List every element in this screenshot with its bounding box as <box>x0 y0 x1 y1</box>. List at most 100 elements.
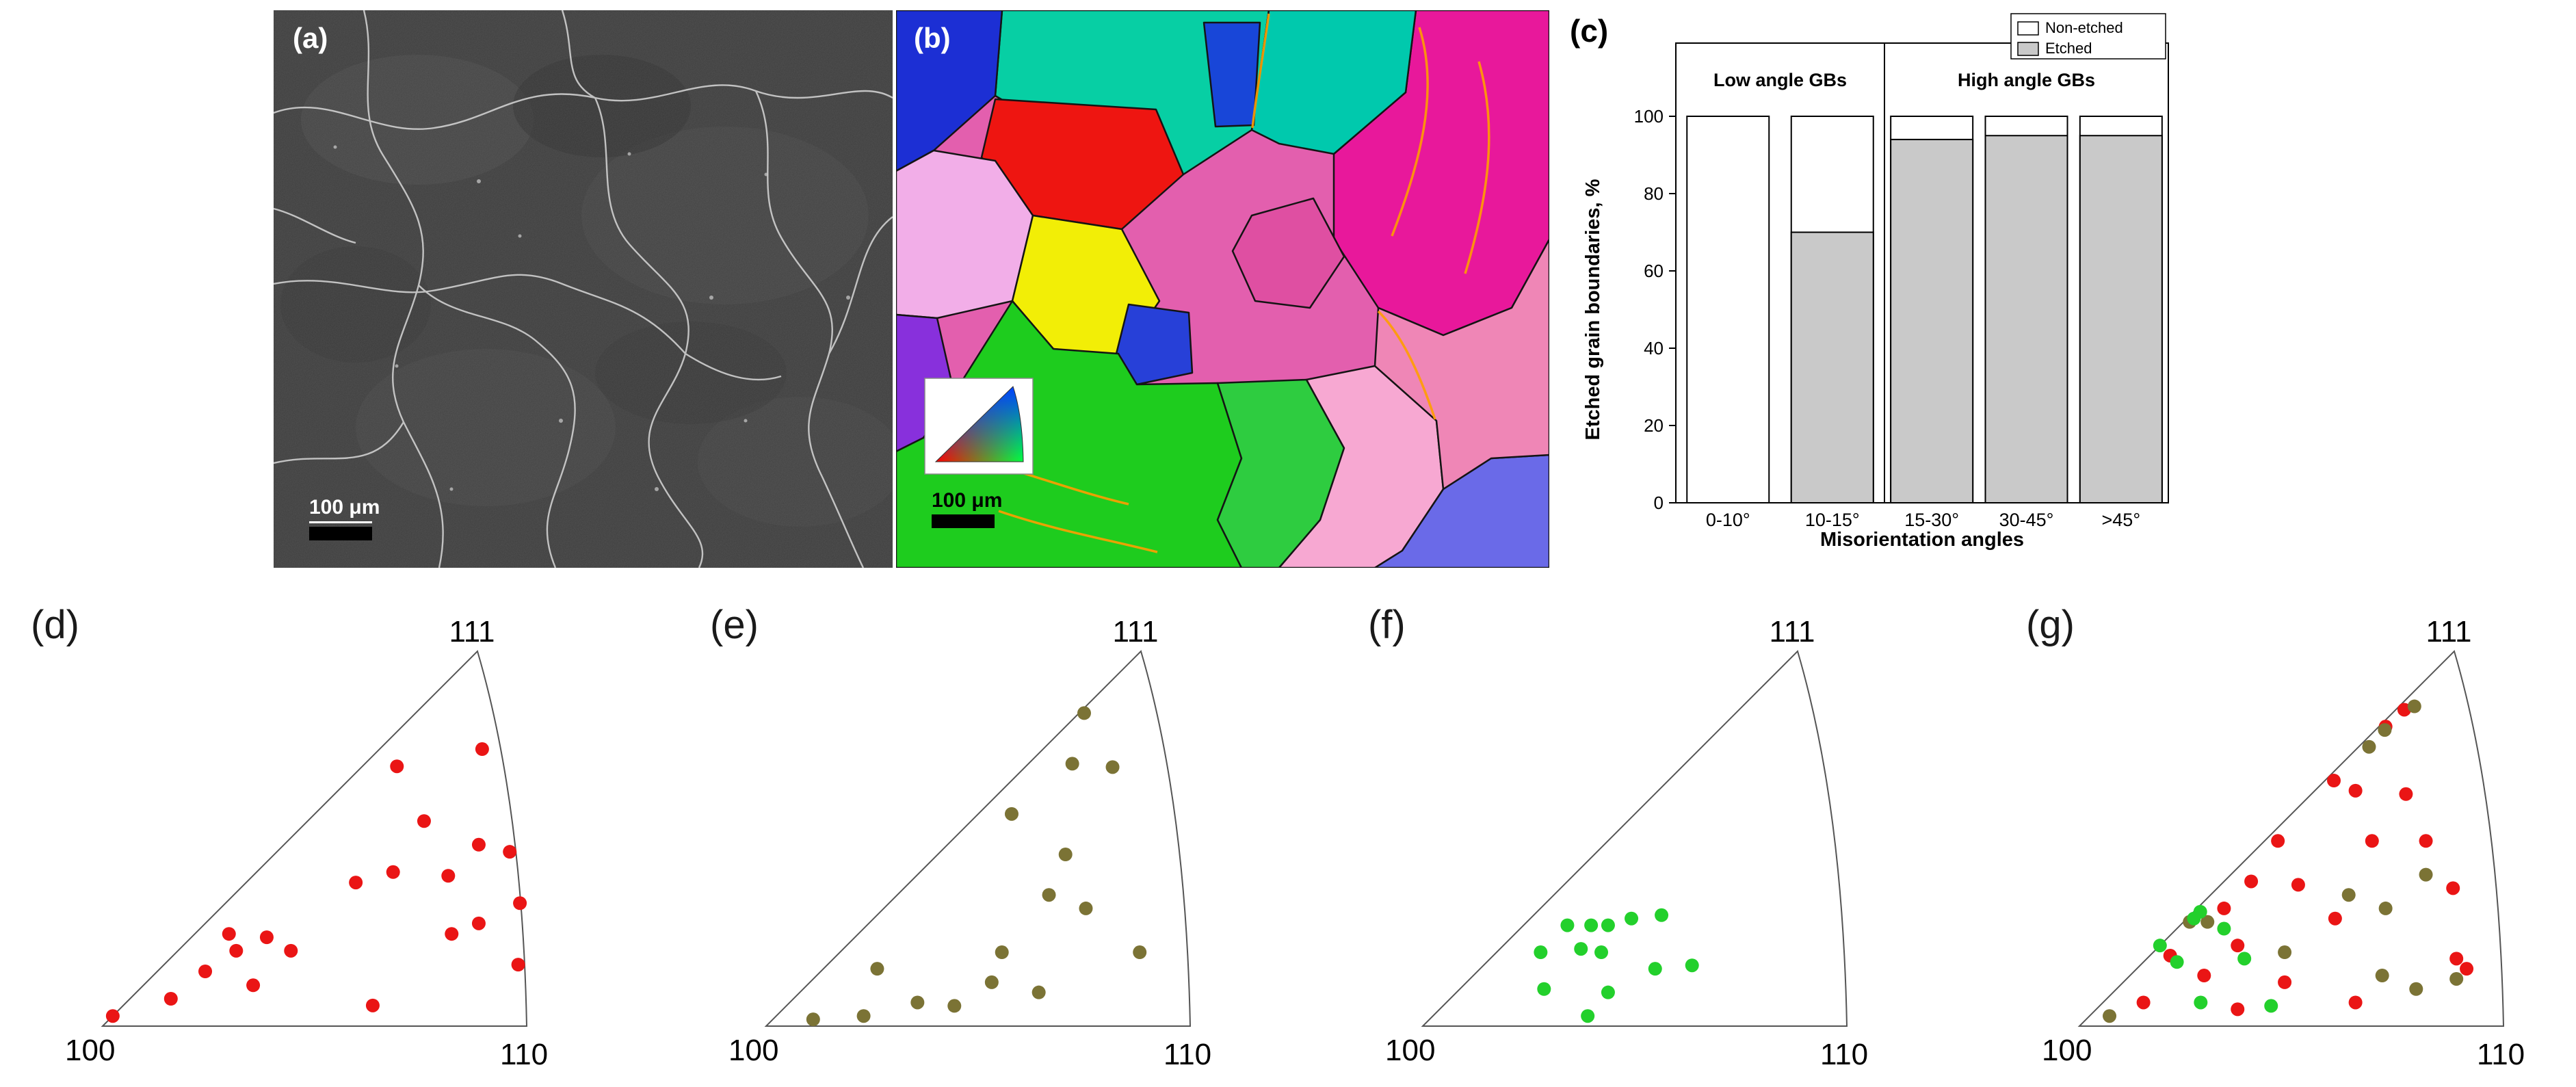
scatter-dot-dark_yellow <box>1133 945 1147 960</box>
scatter-dot-red <box>471 916 486 930</box>
bar-total <box>1686 116 1770 503</box>
bar-chart: 0 20 40 60 80 100 0-10° 10-15° 15-30° 30-45° >45° L… <box>1582 13 2169 551</box>
x-tick-label: 30-45° <box>1999 510 2054 530</box>
scatter-dot-red <box>441 869 456 883</box>
panel-b-letter: (b) <box>914 22 951 54</box>
panel-g-letter: (g) <box>2026 603 2075 647</box>
scatter-dot-green <box>1601 918 1615 932</box>
x-tick-label: 0-10° <box>1706 510 1750 530</box>
inverse-pole-figure-g: 100 110 111 <box>2042 616 2525 1071</box>
scatter-dot-red <box>2197 969 2211 983</box>
scatter-dot-red <box>349 876 363 890</box>
scatter-dot-dark_yellow <box>947 999 962 1013</box>
legend-swatch <box>2017 21 2039 36</box>
scatter-dot-green <box>2264 999 2278 1013</box>
panel-a-letter: (a) <box>293 22 328 54</box>
scatter-dot-red <box>2399 787 2413 801</box>
scatter-dot-red <box>513 896 527 911</box>
y-tick-label: 60 <box>1644 261 1664 281</box>
scatter-dot-green <box>1560 918 1575 932</box>
scatter-dot-red <box>2217 901 2231 915</box>
scatter-dot-dark_yellow <box>2409 982 2423 996</box>
scatter-dot-red <box>105 1009 120 1023</box>
scatter-dot-dark_yellow <box>1105 760 1120 774</box>
scatter-dot-green <box>2153 939 2167 953</box>
scatter-dot-green <box>2187 911 2201 926</box>
ipf-triangle-outline <box>764 650 1192 1027</box>
scatter-points-f <box>1534 908 1699 1023</box>
scatter-dot-dark_yellow <box>910 995 925 1010</box>
speckles <box>333 145 850 491</box>
panel-a-micrograph: (a) 100 μm <box>274 10 893 568</box>
scatter-dot-green <box>1537 982 1551 996</box>
scatter-dot-red <box>284 943 298 958</box>
panel-d-ipf: 100 110 111 <box>65 616 571 1087</box>
scatter-dot-red <box>2419 834 2433 848</box>
panel-f-letter: (f) <box>1368 603 1406 647</box>
scatter-dot-red <box>390 759 404 774</box>
corner-label-110: 110 <box>2477 1038 2525 1071</box>
scale-bar-a: 100 μm <box>309 497 380 540</box>
scale-bar-a-block <box>309 527 372 540</box>
y-tick-label: 40 <box>1644 338 1664 358</box>
scatter-points-e <box>806 706 1147 1027</box>
corner-label-100: 100 <box>728 1034 778 1067</box>
scale-bar-b: 100 μm <box>932 490 1002 528</box>
legend-swatch <box>2017 42 2039 56</box>
group-label: High angle GBs <box>1958 70 2095 90</box>
y-tick-label: 20 <box>1644 415 1664 436</box>
corner-label-110: 110 <box>1820 1038 1868 1071</box>
panel-d-letter: (d) <box>31 603 79 647</box>
scatter-dot-red <box>2460 962 2474 976</box>
scatter-dot-dark_yellow <box>1077 706 1091 720</box>
scatter-dot-dark_yellow <box>1065 757 1079 771</box>
scatter-dot-dark_yellow <box>1079 901 1093 915</box>
scatter-dot-red <box>475 742 489 757</box>
scatter-dot-red <box>163 991 178 1006</box>
x-tick-label: 15-30° <box>1904 510 1959 530</box>
scatter-dot-dark_yellow <box>2362 739 2376 754</box>
scatter-dot-dark_yellow <box>2419 867 2433 882</box>
ipf-triangle-outline <box>101 650 528 1027</box>
scatter-dot-green <box>2170 955 2184 969</box>
scatter-dot-red <box>365 998 380 1012</box>
bar-chart-content: 0 20 40 60 80 100 0-10° 10-15° 15-30° 30-45° >45° L… <box>1582 13 2169 551</box>
corner-label-110: 110 <box>500 1038 548 1071</box>
scatter-dot-red <box>2328 911 2342 926</box>
bar-etched <box>1790 231 1874 503</box>
scatter-dot-dark_yellow <box>2341 888 2356 902</box>
scatter-dot-dark_yellow <box>984 975 999 989</box>
scatter-dot-red <box>222 927 236 941</box>
panel-e-ipf: 100 110 111 <box>728 616 1235 1087</box>
y-tick-label: 80 <box>1644 183 1664 204</box>
scatter-dot-dark_yellow <box>2278 945 2292 960</box>
scatter-dot-dark_yellow <box>2378 723 2392 737</box>
scatter-dot-green <box>1574 942 1588 956</box>
scatter-dot-red <box>229 943 244 958</box>
scatter-dot-green <box>1685 958 1699 973</box>
panel-c-bar-chart: 0 20 40 60 80 100 0-10° 10-15° 15-30° 30-45° >45° L… <box>1560 5 2189 560</box>
scatter-dot-red <box>2231 939 2245 953</box>
scatter-dot-green <box>1655 908 1669 922</box>
scatter-dot-red <box>386 865 400 879</box>
inverse-pole-figure-d: 100 110 111 <box>65 616 548 1071</box>
grains <box>896 10 1549 568</box>
scatter-dot-dark_yellow <box>1004 807 1018 821</box>
scatter-points-d <box>105 742 527 1023</box>
bar-etched <box>1890 138 1974 503</box>
corner-label-100: 100 <box>1385 1034 1435 1067</box>
group-label: Low angle GBs <box>1713 70 1847 90</box>
scatter-dot-dark_yellow <box>2375 969 2389 983</box>
scatter-dot-dark_yellow <box>2449 971 2464 986</box>
scale-bar-b-block <box>932 514 995 528</box>
scatter-dot-red <box>2365 834 2379 848</box>
scatter-dot-green <box>2194 995 2208 1010</box>
scatter-dot-dark_yellow <box>856 1009 871 1023</box>
scatter-dot-red <box>2291 878 2305 892</box>
y-tick-label: 0 <box>1654 493 1664 513</box>
panel-c-letter: (c) <box>1570 13 1609 49</box>
scatter-dot-red <box>2244 874 2259 889</box>
scatter-dot-green <box>1594 945 1609 960</box>
scatter-dot-red <box>259 930 274 945</box>
scale-bar-a-line <box>309 521 372 523</box>
